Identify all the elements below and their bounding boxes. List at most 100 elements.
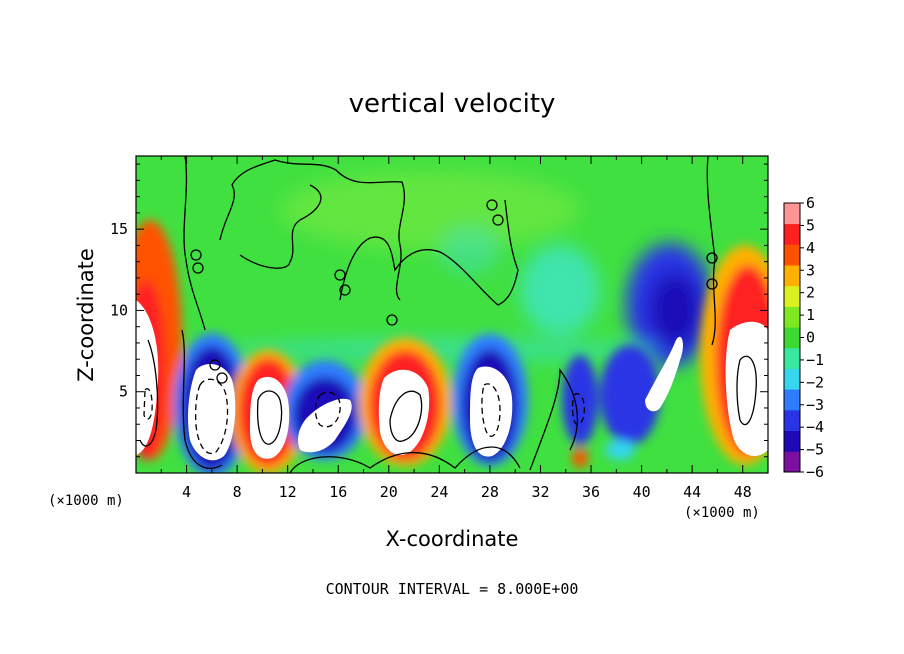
contour-lines — [139, 156, 757, 473]
x-tick-label: 20 — [380, 483, 398, 501]
colorbar-swatch — [784, 368, 800, 390]
downdraft-pair-7 — [600, 345, 660, 445]
x-tick-label: 28 — [481, 483, 499, 501]
contour-dome — [339, 199, 519, 306]
x-axis-title: X-coordinate — [386, 527, 519, 551]
colorbar-swatch — [784, 203, 800, 225]
y-axis-title: Z-coordinate — [74, 248, 98, 382]
shear-cyan-layer — [220, 338, 660, 362]
contour-blob-9 — [386, 314, 398, 326]
x-tick-label: 44 — [683, 483, 701, 501]
contour-low-left — [181, 329, 223, 469]
colorbar-label: 4 — [806, 239, 815, 257]
plot-area — [136, 156, 768, 473]
colorbar-swatch — [784, 265, 800, 287]
colorbar: −6 −5 −4 −3 −2 −1 0 1 2 3 4 5 6 — [783, 194, 824, 481]
contour-blob-1 — [190, 249, 202, 261]
contour-interval-note: CONTOUR INTERVAL = 8.000E+00 — [326, 580, 579, 598]
saturated-core-left — [136, 300, 159, 455]
contour-cell-1 — [139, 339, 159, 447]
contour-blob-8 — [706, 278, 718, 290]
x-tick-label: 12 — [279, 483, 297, 501]
contour-right-vertical — [706, 156, 716, 346]
contour-upper-left — [183, 156, 206, 331]
x-tick-label: 8 — [233, 483, 242, 501]
colorbar-label: 0 — [806, 329, 815, 347]
saturated-core-3 — [297, 398, 352, 453]
x-tick-label: 24 — [430, 483, 448, 501]
saturated-cores — [136, 300, 768, 461]
plot-frame — [135, 155, 769, 474]
x-tick-label: 16 — [329, 483, 347, 501]
field-features — [136, 170, 768, 473]
cyan-zone-right — [520, 245, 600, 335]
colorbar-swatch — [784, 389, 800, 411]
x-unit-label: (×1000 m) — [684, 505, 760, 521]
y-axis-ticks: 5 10 15 — [110, 163, 768, 458]
contour-upper-middle — [219, 159, 406, 301]
saturated-core-4 — [378, 369, 430, 456]
contour-negative-5 — [143, 388, 153, 420]
saturated-core-1 — [188, 364, 236, 461]
contour-blob-10 — [209, 359, 221, 371]
colorbar-label: 2 — [806, 284, 815, 302]
x-axis-ticks: 4 8 12 16 20 24 28 32 36 40 44 48 — [160, 156, 752, 501]
colorbar-label: 3 — [806, 261, 815, 279]
surface-updraft-spot — [572, 448, 588, 468]
z-unit-label: (×1000 m) — [48, 493, 124, 509]
colorbar-swatch — [784, 306, 800, 328]
colorbar-label: 6 — [806, 194, 815, 212]
upper-light-green-zone — [280, 170, 580, 250]
x-tick-label: 36 — [582, 483, 600, 501]
contour-blob-4 — [339, 284, 351, 296]
contour-negative-1 — [194, 378, 229, 455]
colorbar-label: −1 — [806, 351, 824, 369]
chart-title: vertical velocity — [349, 89, 556, 119]
downdraft-core-right — [649, 272, 701, 348]
contour-surface-middle — [289, 446, 521, 473]
colorbar-label: −6 — [806, 463, 824, 481]
x-tick-label: 4 — [182, 483, 191, 501]
contour-blob-6 — [492, 214, 504, 226]
colorbar-swatch — [784, 409, 800, 432]
y-tick-label: 15 — [110, 220, 128, 238]
colorbar-label: −2 — [806, 373, 824, 391]
colorbar-label: 5 — [806, 216, 815, 234]
colorbar-label: 1 — [806, 306, 815, 324]
colorbar-label: −5 — [806, 441, 824, 459]
contour-tongue — [239, 184, 322, 269]
contour-negative-2 — [314, 391, 341, 428]
y-tick-label: 5 — [119, 383, 128, 401]
contour-blob-3 — [334, 269, 346, 281]
saturated-core-5 — [470, 366, 513, 457]
x-tick-label: 48 — [734, 483, 752, 501]
saturated-core-right — [725, 321, 768, 456]
surface-cyan-spot — [605, 440, 635, 460]
colorbar-swatch — [784, 347, 800, 369]
colorbar-swatch — [784, 285, 800, 307]
contour-cell-4 — [389, 390, 423, 442]
colorbar-swatch — [784, 430, 800, 452]
x-tick-label: 40 — [633, 483, 651, 501]
contour-cell-2 — [256, 390, 283, 445]
y-tick-label: 10 — [110, 301, 128, 319]
colorbar-swatch — [784, 451, 800, 473]
contour-blob-7 — [706, 252, 718, 264]
colorbar-label: −3 — [806, 396, 824, 414]
colorbar-swatch — [784, 327, 800, 349]
cyan-zone-mid — [440, 225, 500, 275]
contour-cell-right — [736, 355, 757, 426]
colorbar-label: −4 — [806, 418, 824, 436]
contour-blob-2 — [192, 262, 204, 274]
saturated-core-6 — [645, 336, 683, 412]
contour-surface-right — [529, 368, 578, 471]
contour-negative-3 — [481, 383, 501, 437]
colorbar-swatch — [784, 223, 800, 245]
colorbar-swatch — [784, 244, 800, 266]
contour-blob-11 — [216, 372, 228, 384]
x-tick-label: 32 — [531, 483, 549, 501]
downdraft-pair-6 — [562, 355, 598, 445]
contour-blob-5 — [486, 199, 498, 211]
contour-negative — [143, 378, 586, 455]
